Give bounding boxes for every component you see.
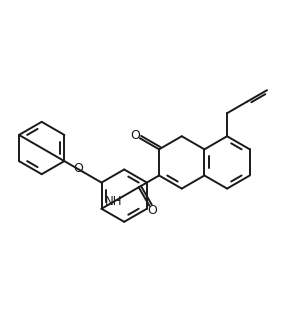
Text: O: O <box>130 129 140 142</box>
Text: O: O <box>147 204 157 217</box>
Text: O: O <box>73 163 83 175</box>
Text: NH: NH <box>105 195 122 208</box>
